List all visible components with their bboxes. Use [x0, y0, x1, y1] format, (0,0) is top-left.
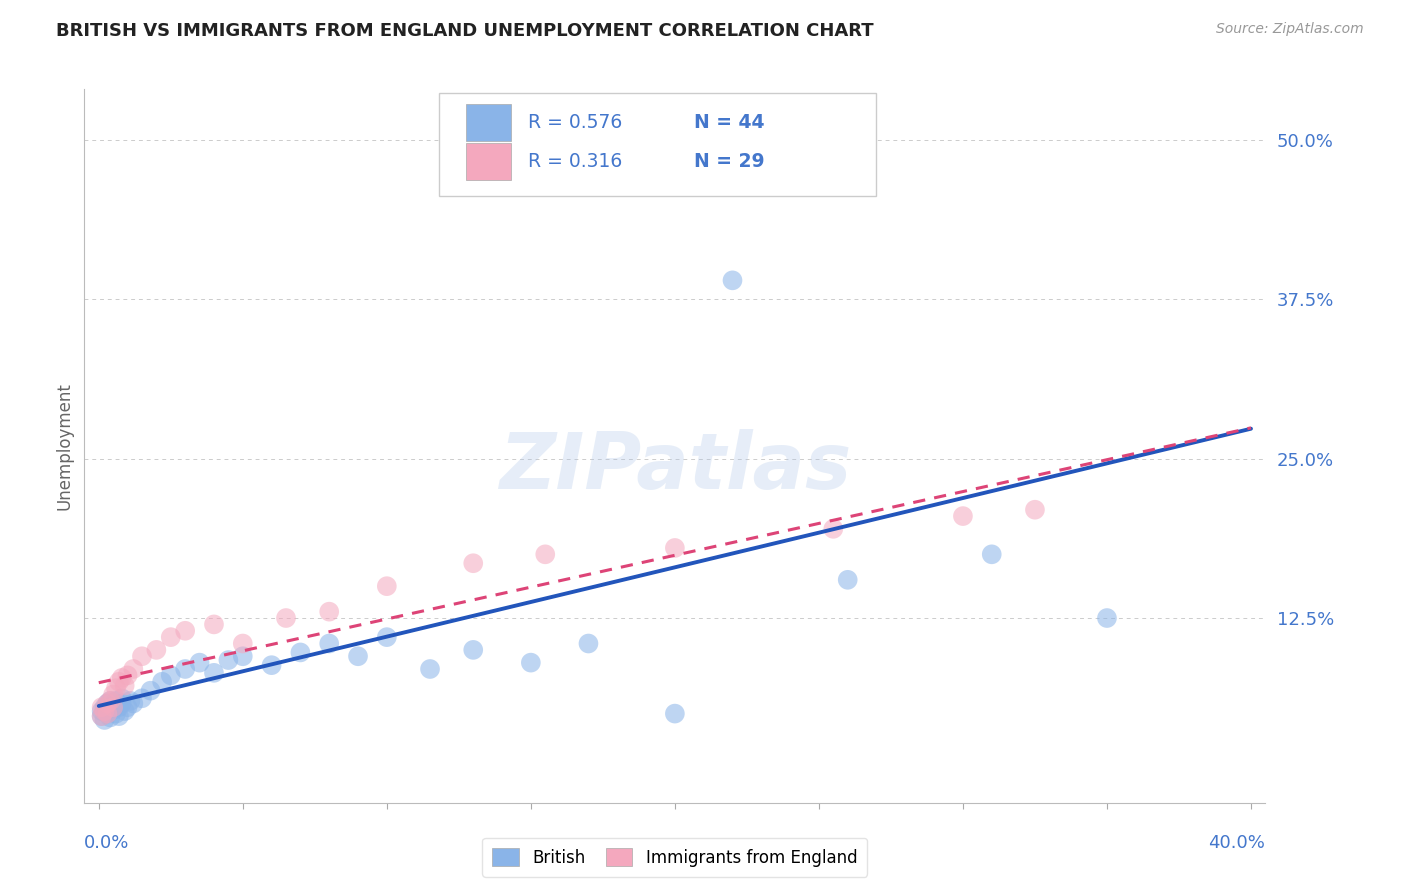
Point — [145, 643, 167, 657]
Point — [290, 645, 312, 659]
Point — [111, 697, 134, 711]
Point — [463, 556, 485, 570]
Point — [721, 273, 744, 287]
Point — [101, 700, 124, 714]
Point — [202, 665, 225, 680]
Point — [139, 683, 162, 698]
FancyBboxPatch shape — [465, 104, 510, 141]
Point — [534, 547, 557, 561]
Point — [375, 630, 398, 644]
FancyBboxPatch shape — [465, 143, 510, 180]
Point — [274, 611, 297, 625]
Point — [1024, 502, 1046, 516]
Point — [520, 656, 543, 670]
Text: R = 0.576: R = 0.576 — [529, 113, 623, 132]
Y-axis label: Unemployment: Unemployment — [55, 382, 73, 510]
Text: 0.0%: 0.0% — [84, 834, 129, 852]
Point — [98, 694, 121, 708]
Point — [318, 636, 340, 650]
Text: R = 0.316: R = 0.316 — [529, 152, 623, 170]
Legend: British, Immigrants from England: British, Immigrants from England — [482, 838, 868, 877]
Text: ZIPatlas: ZIPatlas — [499, 429, 851, 506]
Text: 40.0%: 40.0% — [1209, 834, 1265, 852]
FancyBboxPatch shape — [439, 93, 876, 196]
Point — [101, 698, 124, 713]
Text: BRITISH VS IMMIGRANTS FROM ENGLAND UNEMPLOYMENT CORRELATION CHART: BRITISH VS IMMIGRANTS FROM ENGLAND UNEMP… — [56, 22, 875, 40]
Point — [93, 713, 115, 727]
Point — [96, 706, 118, 721]
Point — [188, 656, 211, 670]
Point — [159, 630, 181, 644]
Point — [105, 681, 128, 695]
Point — [232, 649, 254, 664]
Point — [108, 674, 131, 689]
Point — [318, 605, 340, 619]
Text: Source: ZipAtlas.com: Source: ZipAtlas.com — [1216, 22, 1364, 37]
Point — [721, 171, 744, 186]
Point — [90, 709, 112, 723]
Point — [111, 671, 134, 685]
Point — [150, 674, 173, 689]
Point — [202, 617, 225, 632]
Point — [1095, 611, 1118, 625]
Point — [108, 709, 131, 723]
Point — [90, 704, 112, 718]
Point — [117, 700, 139, 714]
Point — [105, 706, 128, 721]
Point — [952, 509, 974, 524]
Point — [114, 679, 136, 693]
Point — [419, 662, 441, 676]
Point — [174, 662, 197, 676]
Point — [217, 653, 239, 667]
Point — [101, 688, 124, 702]
Point — [93, 700, 115, 714]
Point — [98, 710, 121, 724]
Point — [463, 643, 485, 657]
Point — [96, 706, 118, 721]
Point — [347, 649, 370, 664]
Point — [837, 573, 859, 587]
Point — [664, 706, 686, 721]
Point — [260, 658, 283, 673]
Point — [90, 709, 112, 723]
Text: N = 29: N = 29 — [693, 152, 765, 170]
Point — [980, 547, 1002, 561]
Point — [122, 662, 145, 676]
Point — [96, 697, 118, 711]
Point — [105, 694, 128, 708]
Point — [101, 703, 124, 717]
Point — [120, 694, 142, 708]
Point — [117, 668, 139, 682]
Point — [823, 522, 845, 536]
Point — [122, 697, 145, 711]
Point — [159, 668, 181, 682]
Point — [578, 636, 600, 650]
Point — [664, 541, 686, 555]
Point — [131, 649, 153, 664]
Point — [174, 624, 197, 638]
Point — [131, 691, 153, 706]
Point — [93, 704, 115, 718]
Point — [114, 704, 136, 718]
Point — [232, 636, 254, 650]
Point — [90, 700, 112, 714]
Text: N = 44: N = 44 — [693, 113, 765, 132]
Point — [96, 697, 118, 711]
Point — [375, 579, 398, 593]
Point — [108, 700, 131, 714]
Point — [111, 691, 134, 706]
Point — [98, 694, 121, 708]
